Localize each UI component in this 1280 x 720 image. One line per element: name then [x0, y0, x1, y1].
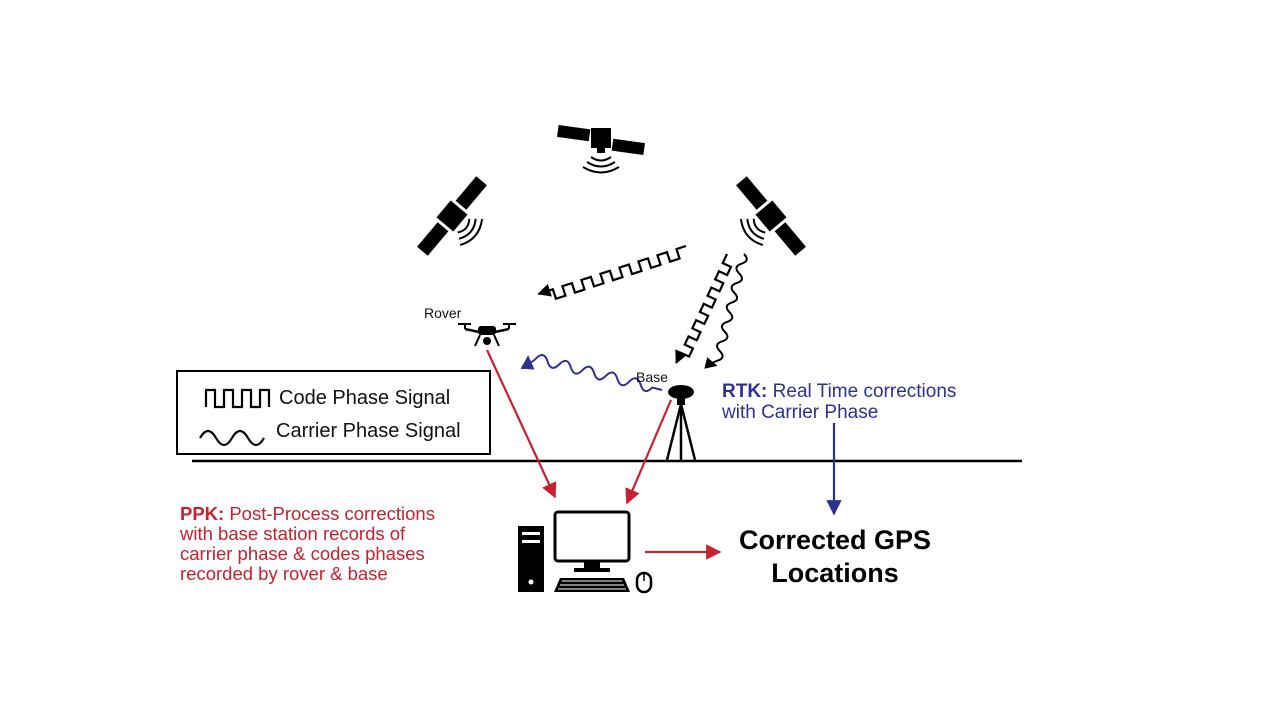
rtk-line-2: with Carrier Phase [722, 402, 879, 423]
carrier-phase-signal-to-base [704, 253, 748, 369]
code-phase-signal-to-base [675, 253, 733, 364]
code-phase-legend-icon [204, 388, 271, 409]
rtk-description: RTK: Real Time corrections with Carrier … [722, 381, 956, 423]
corrected-gps-locations-label: Corrected GPS Locations [725, 524, 945, 590]
result-line-1: Corrected GPS [738, 525, 932, 555]
ppk-heading: PPK: [180, 503, 225, 524]
ppk-arrow-base-to-computer [625, 399, 673, 505]
ppk-line-1: Post-Process corrections [229, 503, 435, 524]
result-line-2: Locations [771, 558, 899, 588]
ppk-line-3: carrier phase & codes phases [180, 543, 425, 564]
rtk-heading: RTK: [722, 381, 768, 402]
legend-carrier-phase-label: Carrier Phase Signal [276, 420, 461, 442]
computer-icon [518, 510, 653, 594]
drone-icon [458, 323, 516, 347]
legend-box [176, 370, 491, 455]
ppk-line-2: with base station records of [180, 523, 406, 544]
tripod-icon [665, 385, 697, 461]
code-phase-signal-to-rover [537, 244, 687, 301]
ppk-arrow-rover-to-computer [486, 349, 557, 499]
ppk-line-4: recorded by rover & base [180, 563, 388, 584]
ppk-description: PPK: Post-Process corrections with base … [180, 504, 435, 584]
carrier-phase-legend-icon [199, 429, 265, 447]
legend-code-phase-label: Code Phase Signal [279, 387, 451, 409]
satellite-icon [417, 176, 487, 256]
rtk-carrier-signal-base-to-rover [520, 354, 663, 393]
base-label: Base [636, 369, 668, 385]
rover-label: Rover [424, 305, 462, 321]
rtk-line-1: Real Time corrections [772, 381, 957, 402]
satellite-icon [557, 124, 645, 174]
satellite-icon [736, 176, 806, 256]
